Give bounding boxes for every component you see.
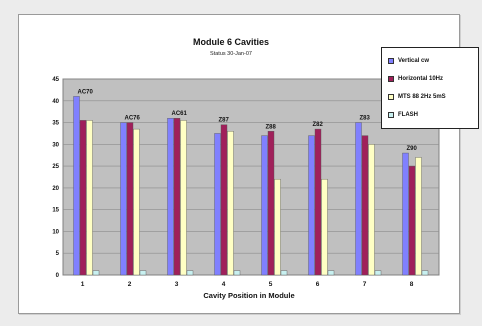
bar-0-4 — [261, 135, 268, 276]
bar-2-4 — [274, 178, 281, 276]
bars — [73, 96, 429, 276]
bar-2-3 — [227, 131, 234, 276]
bar-1-7 — [408, 165, 416, 276]
x-tick-label: 5 — [269, 281, 273, 288]
cavity-label: AC61 — [172, 111, 188, 117]
bar-1-3 — [220, 124, 228, 276]
bar-0-6 — [355, 122, 362, 276]
bar-3-7 — [421, 270, 429, 276]
legend-swatch — [388, 112, 394, 118]
cavity-label: AC76 — [125, 116, 141, 122]
y-tick-label: 25 — [52, 164, 59, 170]
bar-3-3 — [233, 270, 241, 276]
x-tick-label: 6 — [316, 281, 320, 288]
legend-label: MTS 88 2Hz 5mS — [398, 94, 446, 100]
legend-swatch — [388, 76, 394, 82]
y-tick-label: 5 — [56, 251, 60, 257]
legend-item-mts: MTS 88 2Hz 5mS — [388, 92, 446, 102]
x-tick-labels: 1 2 3 4 5 6 7 8 — [81, 281, 414, 288]
bar-0-5 — [308, 135, 315, 276]
bar-2-0 — [86, 120, 93, 276]
y-tick-label: 40 — [52, 99, 59, 105]
bar-3-1 — [139, 270, 147, 276]
cavity-labels: AC70 AC76 AC61 Z87 Z88 Z82 Z83 Z90 — [78, 89, 418, 152]
bar-1-1 — [126, 122, 134, 276]
x-tick-label: 4 — [222, 281, 226, 288]
cavity-label: Z82 — [313, 122, 324, 128]
cavity-label: Z83 — [360, 116, 371, 122]
bar-2-7 — [415, 157, 422, 276]
x-axis-label: Cavity Position in Module — [203, 291, 294, 300]
chart-subtitle: Status 30-Jan-07 — [210, 51, 252, 57]
legend-label: Horizontal 10Hz — [398, 76, 444, 82]
y-tick-label: 45 — [52, 77, 59, 83]
bar-0-1 — [120, 122, 127, 276]
chart-title: Module 6 Cavities — [193, 37, 269, 47]
bar-3-2 — [186, 270, 194, 276]
cavity-label: AC70 — [78, 89, 94, 95]
y-tick-label: 35 — [52, 121, 59, 127]
bar-1-5 — [314, 128, 322, 276]
x-tick-label: 8 — [410, 281, 414, 288]
y-tick-label: 10 — [52, 229, 59, 235]
bar-2-5 — [321, 178, 328, 276]
x-tick-label: 7 — [363, 281, 367, 288]
bar-0-2 — [167, 117, 174, 276]
legend-swatch — [388, 58, 394, 64]
legend-item-flash: FLASH — [388, 110, 418, 120]
bar-3-0 — [92, 270, 100, 276]
legend-item-horizontal-10hz: Horizontal 10Hz — [388, 74, 443, 84]
bar-1-4 — [267, 131, 275, 276]
x-tick-label: 1 — [81, 281, 85, 288]
chart-frame: 0 5 10 15 20 25 30 35 40 45 AC70 AC76 AC61 Z87 Z88 Z82… — [18, 14, 479, 314]
legend-label: FLASH — [398, 112, 418, 118]
legend: Vertical cw Horizontal 10Hz MTS 88 2Hz 5… — [381, 47, 479, 129]
cavity-label: Z87 — [219, 118, 230, 124]
bar-2-6 — [368, 144, 375, 276]
legend-item-vertical-cw: Vertical cw — [388, 56, 429, 66]
y-tick-label: 20 — [52, 186, 59, 192]
bar-0-0 — [73, 96, 80, 276]
x-tick-label: 2 — [128, 281, 132, 288]
legend-swatch — [388, 94, 394, 100]
legend-label: Vertical cw — [398, 58, 430, 64]
y-tick-label: 15 — [52, 208, 59, 214]
cavity-label: Z90 — [407, 146, 418, 152]
bar-1-0 — [79, 120, 87, 276]
cavity-label: Z88 — [266, 124, 277, 130]
x-tick-label: 3 — [175, 281, 179, 288]
bar-3-4 — [280, 270, 288, 276]
y-tick-labels: 0 5 10 15 20 25 30 35 40 45 — [52, 77, 59, 279]
bar-2-1 — [133, 128, 140, 276]
bar-1-2 — [173, 117, 181, 276]
bar-1-6 — [361, 135, 369, 276]
bar-0-7 — [402, 152, 409, 276]
bar-0-3 — [214, 133, 221, 276]
bar-3-6 — [374, 270, 382, 276]
y-tick-label: 0 — [56, 273, 60, 279]
y-tick-label: 30 — [52, 142, 59, 148]
bar-2-2 — [180, 120, 187, 276]
bar-3-5 — [327, 270, 335, 276]
